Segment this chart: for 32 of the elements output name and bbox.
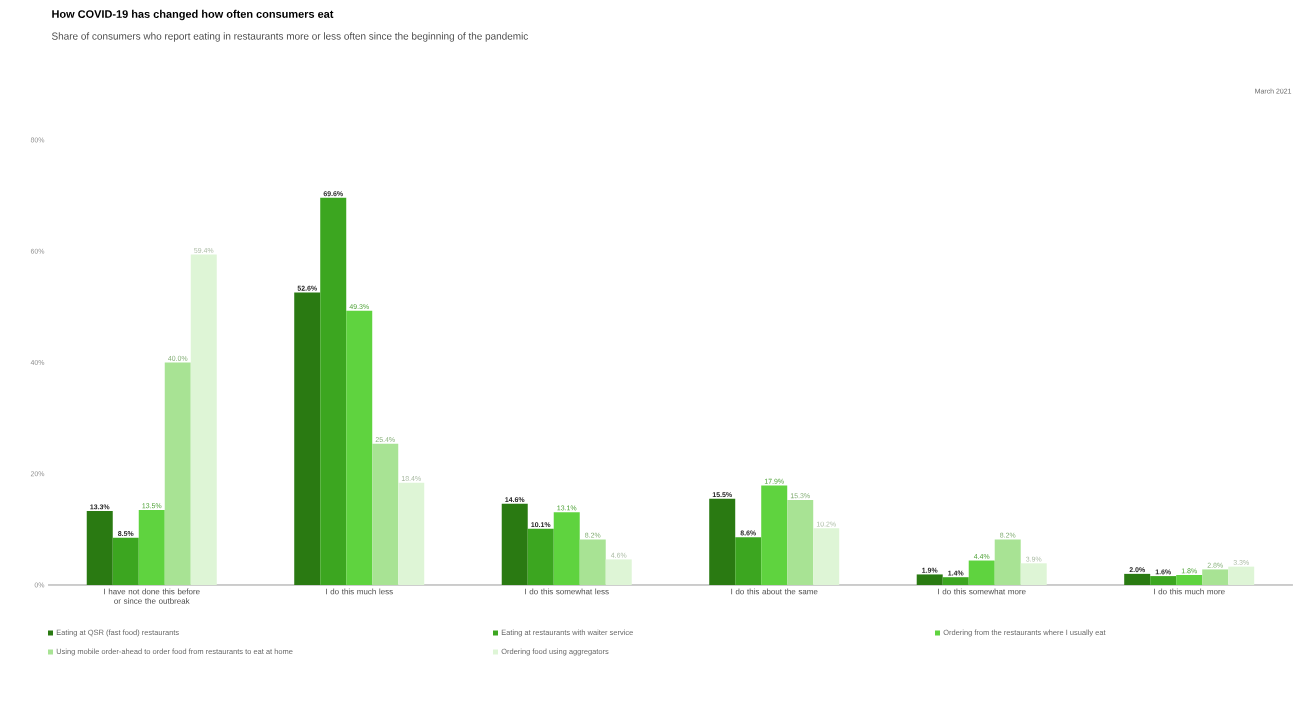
bar: [527, 528, 554, 585]
bar: [398, 482, 425, 585]
bar: [294, 292, 321, 585]
bar: [346, 310, 373, 585]
bar: [761, 485, 788, 585]
bar: [735, 537, 762, 585]
bar: [1228, 566, 1255, 585]
bar: [1176, 574, 1203, 585]
bar: [501, 503, 528, 585]
bar: [1020, 563, 1047, 585]
bar: [320, 197, 347, 585]
bar: [968, 560, 995, 585]
bar: [138, 509, 165, 585]
bar: [813, 528, 840, 585]
bar: [916, 574, 943, 585]
bar: [1124, 573, 1151, 585]
bar: [579, 539, 606, 585]
bar: [164, 362, 191, 585]
bar: [709, 498, 736, 585]
bar: [1150, 576, 1177, 585]
bar: [787, 499, 814, 585]
bar: [553, 512, 580, 585]
bar: [86, 511, 113, 585]
bar: [942, 577, 969, 585]
chart-subtitle: Share of consumers who report eating in restaurants more or less often since the beginning of the pandemic: [51, 32, 528, 42]
bar: [1202, 569, 1229, 585]
bar: [190, 254, 217, 585]
chart-title: How COVID-19 has changed how often consumers eat: [52, 9, 334, 21]
bar: [994, 539, 1021, 585]
bar: [605, 559, 632, 585]
bar: [112, 537, 139, 585]
bar: [372, 443, 399, 585]
